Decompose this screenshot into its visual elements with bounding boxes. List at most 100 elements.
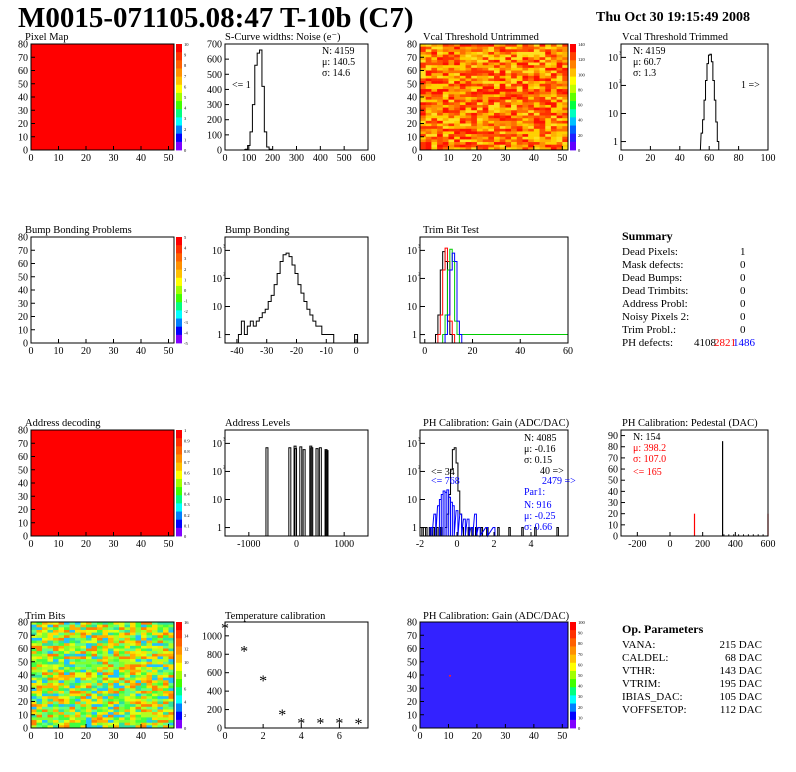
- trim_bits-cell: [47, 675, 54, 678]
- vcal_untrimmed-cell: [499, 128, 506, 132]
- trim_bit_test-series-blue: [444, 252, 463, 343]
- vcal_untrimmed-cell: [454, 97, 461, 100]
- trim_bits-cell: [108, 622, 114, 625]
- address_decoding-colorbar-label: 0.3: [184, 502, 190, 507]
- vcal_untrimmed-cell: [482, 57, 489, 61]
- vcal_untrimmed-cell: [545, 142, 552, 145]
- bump_problems-frame: [30, 236, 175, 344]
- vcal_untrimmed-cell: [471, 99, 478, 103]
- vcal_untrimmed-cell: [476, 91, 483, 95]
- bump_problems-ytick-label: 30: [18, 299, 28, 310]
- trim_bits-cell: [86, 661, 92, 665]
- vcal_untrimmed-cell: [516, 57, 523, 61]
- vcal_untrimmed-cell: [556, 73, 563, 77]
- trim_bits-cell: [64, 627, 70, 631]
- ph_pedestal-ytick-label: 90: [608, 431, 618, 442]
- trim_bits-cell: [108, 669, 114, 673]
- trim_bits-cell: [42, 704, 48, 708]
- vcal_untrimmed-cell: [482, 131, 489, 135]
- vcal_untrimmed-cell: [522, 123, 529, 127]
- vcal_untrimmed-cell: [556, 57, 563, 61]
- vcal_untrimmed-cell: [522, 59, 529, 63]
- vcal_untrimmed-cell: [459, 91, 466, 95]
- vcal_untrimmed-cell: [556, 97, 563, 100]
- trim_bits-cell: [108, 690, 114, 694]
- trim_bits-cell: [108, 645, 114, 649]
- vcal_untrimmed-cell: [425, 62, 432, 66]
- trim_bits-cell: [146, 714, 153, 718]
- trim_bits-cell: [47, 685, 54, 689]
- trim_bits-cell: [113, 640, 120, 644]
- bump_problems-colorbar-cell: [176, 261, 182, 271]
- vcal_untrimmed-cell: [562, 118, 569, 122]
- trim_bits-cell: [102, 672, 109, 676]
- vcal_untrimmed-cell: [425, 91, 432, 95]
- vcal_untrimmed-cell: [476, 126, 483, 130]
- vcal_untrimmed-cell: [431, 97, 438, 100]
- trim_bits-cell: [102, 720, 109, 723]
- trim_bits-cell: [75, 717, 81, 721]
- trim_bits-cell: [31, 680, 37, 684]
- vcal_untrimmed-cell: [482, 118, 489, 122]
- vcal_untrimmed-cell: [545, 147, 552, 151]
- trim_bits-cell: [113, 688, 120, 692]
- trim_bits-cell: [86, 643, 92, 647]
- vcal_untrimmed-cell: [448, 46, 455, 50]
- trim_bits-cell: [130, 635, 136, 639]
- trim_bits-cell: [152, 709, 158, 713]
- trim_bits-cell: [86, 693, 92, 697]
- trim_bits-cell: [141, 659, 147, 663]
- trim_bits-cell: [141, 717, 147, 721]
- trim_bits-cell: [47, 659, 54, 663]
- trim_bits-cell: [113, 672, 120, 676]
- trim_bits-cell: [58, 664, 65, 668]
- op-param-row: VOFFSETOP: 112 DAC: [622, 704, 762, 717]
- trim_bits-cell: [42, 698, 48, 702]
- pixel_map-colorbar-label: 5: [184, 95, 187, 100]
- trim_bits-cell: [75, 664, 81, 668]
- vcal_untrimmed-cell: [454, 144, 461, 148]
- vcal_untrimmed-cell: [431, 102, 438, 106]
- vcal_untrimmed-cell: [471, 118, 478, 122]
- trim_bits-cell: [157, 677, 164, 681]
- trim_bits-cell: [146, 645, 153, 649]
- trim_bits-cell: [130, 629, 136, 633]
- vcal_untrimmed-cell: [550, 112, 557, 116]
- vcal_untrimmed-cell: [505, 46, 512, 50]
- vcal_untrimmed-cell: [437, 110, 444, 114]
- trim_bits-cell: [47, 698, 54, 702]
- vcal_untrimmed-cell: [556, 51, 563, 55]
- vcal_untrimmed-cell: [454, 73, 461, 77]
- vcal_untrimmed-cell: [511, 142, 518, 145]
- vcal_untrimmed-cell: [420, 65, 426, 69]
- vcal_untrimmed-cell: [442, 123, 449, 127]
- trim_bits-cell: [130, 714, 136, 718]
- address_decoding-colorbar-cell: [176, 462, 182, 472]
- vcal_untrimmed-cell: [499, 102, 506, 106]
- trim_bits-cell: [47, 637, 54, 641]
- scurve-ytick-label: 700: [207, 40, 222, 51]
- trim_bits-cell: [168, 627, 175, 631]
- trim_bits-cell: [124, 685, 131, 689]
- bump_bonding-ytick-label: 10: [212, 246, 222, 257]
- vcal_untrimmed-cell: [545, 107, 552, 111]
- trim_bits-cell: [130, 661, 136, 665]
- ph-defects-row: PH defects: 4108 2821 1486: [622, 337, 755, 350]
- vcal_untrimmed-cell: [522, 115, 529, 119]
- vcal_untrimmed-cell: [562, 94, 569, 98]
- vcal_untrimmed-cell: [494, 120, 500, 124]
- ph_gain_map-xtick-label: 50: [557, 731, 567, 742]
- trim_bits-cell: [113, 624, 120, 628]
- trim_bits-cell: [91, 725, 98, 729]
- vcal_untrimmed-cell: [545, 115, 552, 119]
- trim_bits-cell: [91, 709, 98, 713]
- trim_bits-xtick-label: 10: [54, 731, 64, 742]
- vcal_untrimmed-cell: [420, 102, 426, 106]
- trim_bits-cell: [108, 659, 114, 663]
- vcal_untrimmed-cell: [482, 112, 489, 116]
- vcal_untrimmed-cell: [511, 144, 518, 148]
- trim_bits-cell: [130, 677, 136, 681]
- trim_bits-cell: [36, 643, 43, 647]
- trim_bits-cell: [119, 640, 125, 644]
- vcal_untrimmed-cell: [425, 131, 432, 135]
